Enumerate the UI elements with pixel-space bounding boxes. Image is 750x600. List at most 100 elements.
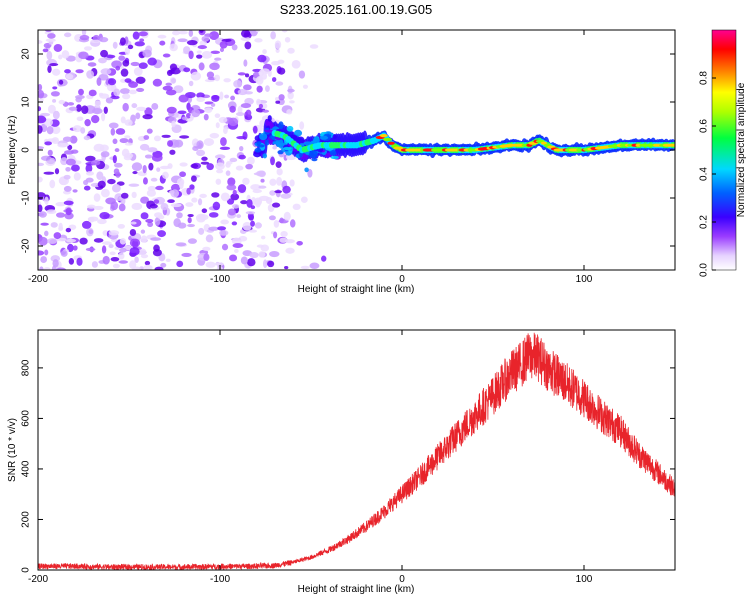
- noise-blob: [75, 69, 84, 74]
- noise-blob: [131, 191, 137, 199]
- noise-blob: [200, 161, 210, 165]
- noise-blob: [196, 149, 206, 157]
- noise-blob: [302, 84, 308, 89]
- noise-blob: [108, 244, 114, 249]
- ridge-turbulence: [296, 136, 305, 145]
- noise-blob: [153, 199, 160, 204]
- noise-blob: [258, 103, 264, 109]
- noise-blob: [252, 189, 262, 194]
- noise-blob: [242, 177, 250, 185]
- noise-blob: [72, 189, 78, 193]
- ridge-turbulence: [259, 132, 268, 141]
- noise-blob: [128, 89, 137, 95]
- ridge-turbulence: [329, 150, 337, 156]
- y-tick-label: 400: [21, 460, 32, 477]
- y-tick-label: 0: [21, 567, 32, 573]
- noise-blob: [173, 218, 181, 228]
- noise-blob: [52, 68, 61, 76]
- noise-blob: [47, 65, 52, 73]
- noise-blob: [118, 252, 125, 260]
- noise-blob: [44, 230, 49, 237]
- noise-blob: [68, 106, 78, 111]
- noise-blob: [132, 171, 138, 175]
- x-tick-label: 100: [576, 574, 593, 585]
- noise-blob: [58, 222, 63, 230]
- ridge-core: [382, 137, 392, 142]
- noise-blob: [63, 200, 74, 206]
- noise-blob: [38, 176, 43, 183]
- noise-blob: [273, 231, 278, 239]
- snr-series-line: [38, 332, 675, 570]
- noise-blob: [131, 103, 138, 109]
- noise-blob: [234, 248, 239, 254]
- noise-blob: [61, 50, 70, 59]
- ridge-core: [387, 141, 395, 145]
- noise-blob: [176, 260, 184, 268]
- noise-blob: [157, 230, 166, 238]
- noise-blob: [214, 113, 221, 119]
- noise-blob: [205, 261, 216, 268]
- noise-blob: [284, 36, 291, 43]
- noise-blob: [88, 217, 95, 223]
- noise-blob: [102, 241, 112, 245]
- noise-blob: [52, 86, 58, 90]
- noise-blob: [243, 84, 252, 91]
- noise-blob: [245, 163, 253, 170]
- noise-blob: [42, 48, 49, 53]
- noise-blob: [55, 212, 66, 218]
- noise-blob: [271, 77, 277, 83]
- noise-blob: [176, 212, 183, 219]
- noise-blob: [160, 203, 169, 211]
- noise-blob: [196, 92, 205, 99]
- noise-blob: [240, 36, 251, 41]
- noise-blob: [83, 185, 91, 191]
- colorbar-ticks: 0.0 0.2 0.4 0.6 0.8: [699, 71, 716, 277]
- noise-blob: [90, 159, 101, 166]
- noise-blob: [124, 78, 132, 83]
- plot-frame: [37, 329, 676, 571]
- noise-blob: [91, 108, 103, 115]
- noise-blob: [269, 190, 276, 196]
- ridge-turbulence: [278, 121, 284, 130]
- noise-blob: [204, 101, 214, 105]
- x-tick-label: -200: [28, 574, 48, 585]
- noise-blob: [135, 76, 146, 84]
- noise-blob: [142, 49, 152, 58]
- noise-blob: [118, 260, 128, 264]
- noise-blob: [179, 162, 188, 167]
- noise-blob: [203, 113, 209, 121]
- noise-blob: [228, 117, 239, 127]
- noise-blob: [244, 41, 252, 50]
- noise-blob: [134, 41, 145, 47]
- noise-blob: [269, 178, 277, 186]
- y-tick-label: -10: [21, 190, 32, 205]
- noise-blob: [276, 168, 283, 176]
- noise-blob: [186, 40, 198, 46]
- noise-blob: [197, 45, 208, 50]
- noise-blob: [167, 199, 175, 204]
- plot-background: [38, 330, 675, 570]
- noise-blob: [63, 174, 71, 180]
- noise-blob: [44, 249, 49, 256]
- noise-blob: [81, 30, 87, 36]
- noise-blob: [102, 255, 110, 265]
- y-tick-label: 800: [21, 359, 32, 376]
- noise-blob: [38, 211, 47, 218]
- noise-blob: [258, 69, 264, 77]
- noise-blob: [40, 256, 48, 264]
- noise-blob: [138, 62, 148, 70]
- noise-blob: [198, 62, 205, 71]
- noise-blob: [93, 205, 104, 210]
- noise-blob: [58, 54, 63, 60]
- noise-blob: [50, 222, 58, 228]
- noise-blob: [144, 107, 153, 116]
- noise-blob: [45, 38, 56, 42]
- x-tick-label: -100: [210, 274, 230, 285]
- noise-blob: [199, 30, 204, 34]
- noise-blob: [177, 38, 188, 43]
- noise-blob: [260, 244, 270, 252]
- chart-title: S233.2025.161.00.19.G05: [280, 2, 433, 17]
- noise-blob: [209, 31, 220, 41]
- noise-blob: [79, 34, 90, 41]
- noise-blob: [38, 162, 45, 167]
